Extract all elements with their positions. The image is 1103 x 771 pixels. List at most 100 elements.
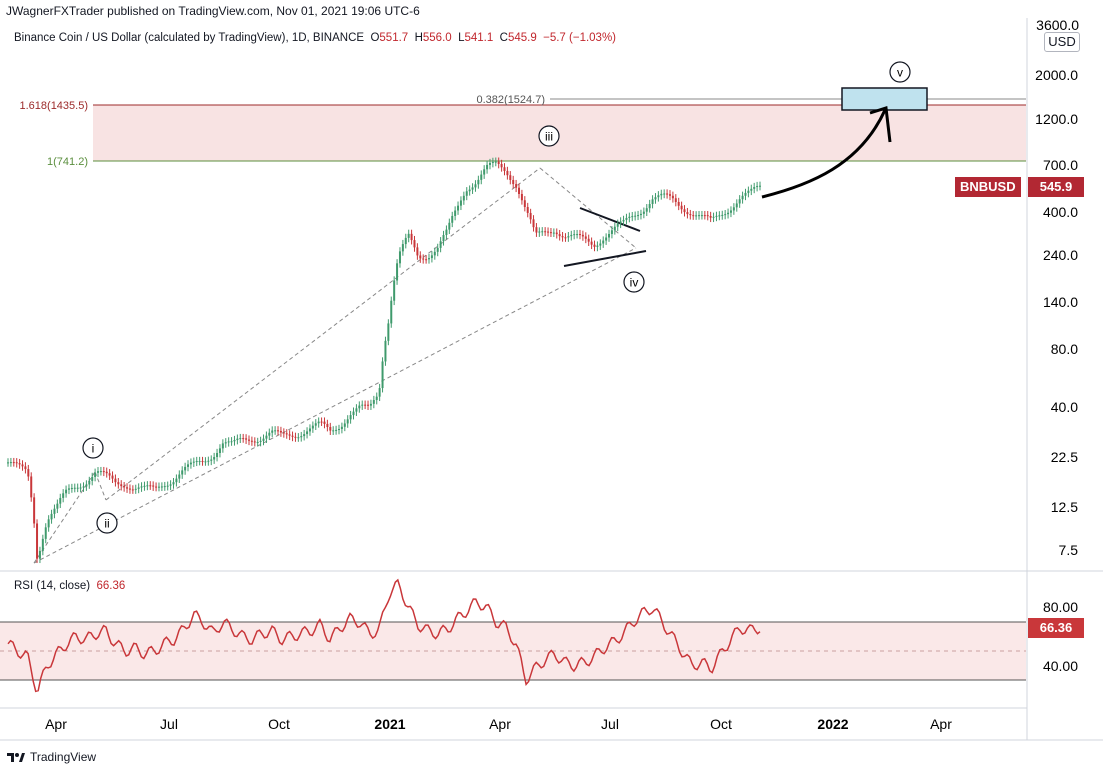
candle-body (41, 538, 44, 551)
candle-body (457, 205, 460, 211)
candle-body (47, 519, 50, 528)
candle-body (622, 219, 625, 222)
wave-label-iii[interactable]: iii (538, 125, 560, 147)
wave-label-v[interactable]: v (889, 61, 911, 83)
candle-body (497, 161, 500, 164)
candle-body (300, 436, 303, 438)
candle-body (279, 430, 282, 433)
candle-body (294, 436, 297, 438)
candle-body (38, 550, 41, 559)
candle-body (24, 466, 27, 470)
candle-body (587, 238, 590, 242)
candle-body (413, 240, 416, 248)
candle-body (265, 435, 268, 439)
wave-label-i[interactable]: i (82, 437, 104, 459)
candle-body (361, 404, 364, 406)
candle-body (332, 430, 335, 432)
candle-body (750, 188, 753, 191)
candle-body (741, 195, 744, 200)
candle-body (59, 497, 62, 504)
candle-body (509, 175, 512, 180)
price-series (7, 157, 761, 564)
candle-body (573, 234, 576, 236)
candle-body (747, 190, 750, 193)
close-label: C (499, 32, 508, 44)
candle-body (401, 244, 404, 252)
candle-body (483, 169, 486, 175)
candle-body (602, 240, 605, 244)
candle-body (201, 461, 204, 463)
candle-body (369, 403, 372, 406)
candle-body (703, 215, 706, 217)
currency-unit-button[interactable]: USD (1044, 32, 1080, 52)
time-axis-label: Apr (930, 716, 952, 732)
rsi-legend-value: 66.36 (96, 580, 126, 592)
wave-label-iv[interactable]: iv (623, 271, 645, 293)
footer-brand-label: TradingView (30, 750, 97, 764)
candle-body (372, 400, 375, 404)
price-axis-top-label: 3600.0 (1036, 17, 1079, 33)
price-axis-label: 12.5 (1051, 499, 1078, 515)
rsi-axis-40: 40.00 (1043, 658, 1078, 674)
candle-body (123, 486, 126, 488)
candle-body (213, 457, 216, 460)
candle-body (85, 484, 88, 487)
candle-body (518, 187, 521, 194)
high-value: 556.0 (422, 32, 452, 44)
candle-body (671, 195, 674, 199)
candle-body (88, 480, 91, 485)
rsi-series-line (7, 578, 761, 693)
candle-body (639, 213, 642, 216)
candle-body (126, 487, 129, 489)
target-box[interactable] (841, 87, 928, 111)
candle-body (532, 219, 535, 228)
candle-body (677, 201, 680, 206)
wave-label-ii[interactable]: ii (96, 512, 118, 534)
candle-body (189, 462, 192, 465)
wave-connectors[interactable] (33, 167, 637, 564)
candle-body (491, 161, 494, 164)
candle-body (128, 488, 131, 490)
candle-body (355, 408, 358, 412)
rsi-label: RSI (14, close) (14, 580, 91, 592)
candle-body (753, 187, 756, 189)
svg-text:i: i (92, 442, 95, 456)
candle-body (157, 486, 160, 488)
candle-body (175, 478, 178, 483)
low-label: L (458, 32, 465, 44)
candle-body (56, 503, 59, 509)
candle-body (477, 179, 480, 185)
candle-body (346, 419, 349, 424)
symbol-title: Binance Coin / US Dollar (calculated by … (14, 32, 365, 44)
candle-body (143, 485, 146, 487)
candle-body (274, 430, 277, 432)
candle-body (547, 231, 550, 233)
candle-body (512, 179, 515, 185)
candle-body (187, 464, 190, 467)
candle-body (428, 258, 431, 260)
candle-body (329, 427, 332, 431)
candle-body (608, 233, 611, 238)
candle-body (285, 433, 288, 435)
candle-body (160, 486, 163, 488)
projection-arrow[interactable] (761, 109, 887, 199)
candle-body (207, 460, 210, 462)
candle-body (163, 486, 166, 488)
footer-brand[interactable]: TradingView (6, 750, 96, 764)
candle-body (65, 489, 68, 494)
candle-body (97, 471, 100, 473)
candle-body (239, 438, 242, 440)
triangle-lower-line[interactable] (563, 250, 647, 267)
triangle-upper-line[interactable] (579, 207, 641, 232)
candle-body (529, 212, 532, 220)
candle-body (349, 415, 352, 420)
candle-body (105, 471, 108, 474)
candle-body (718, 215, 721, 217)
candle-body (384, 340, 387, 362)
candle-body (390, 300, 393, 324)
low-value: 541.1 (464, 32, 494, 44)
candle-body (613, 226, 616, 231)
candle-body (520, 193, 523, 201)
candle-body (686, 212, 689, 215)
